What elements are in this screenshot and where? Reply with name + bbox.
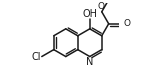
Text: O: O [123, 19, 130, 28]
Text: O: O [98, 2, 105, 11]
Text: OH: OH [82, 9, 97, 19]
Text: N: N [86, 57, 93, 67]
Text: Cl: Cl [32, 52, 41, 62]
